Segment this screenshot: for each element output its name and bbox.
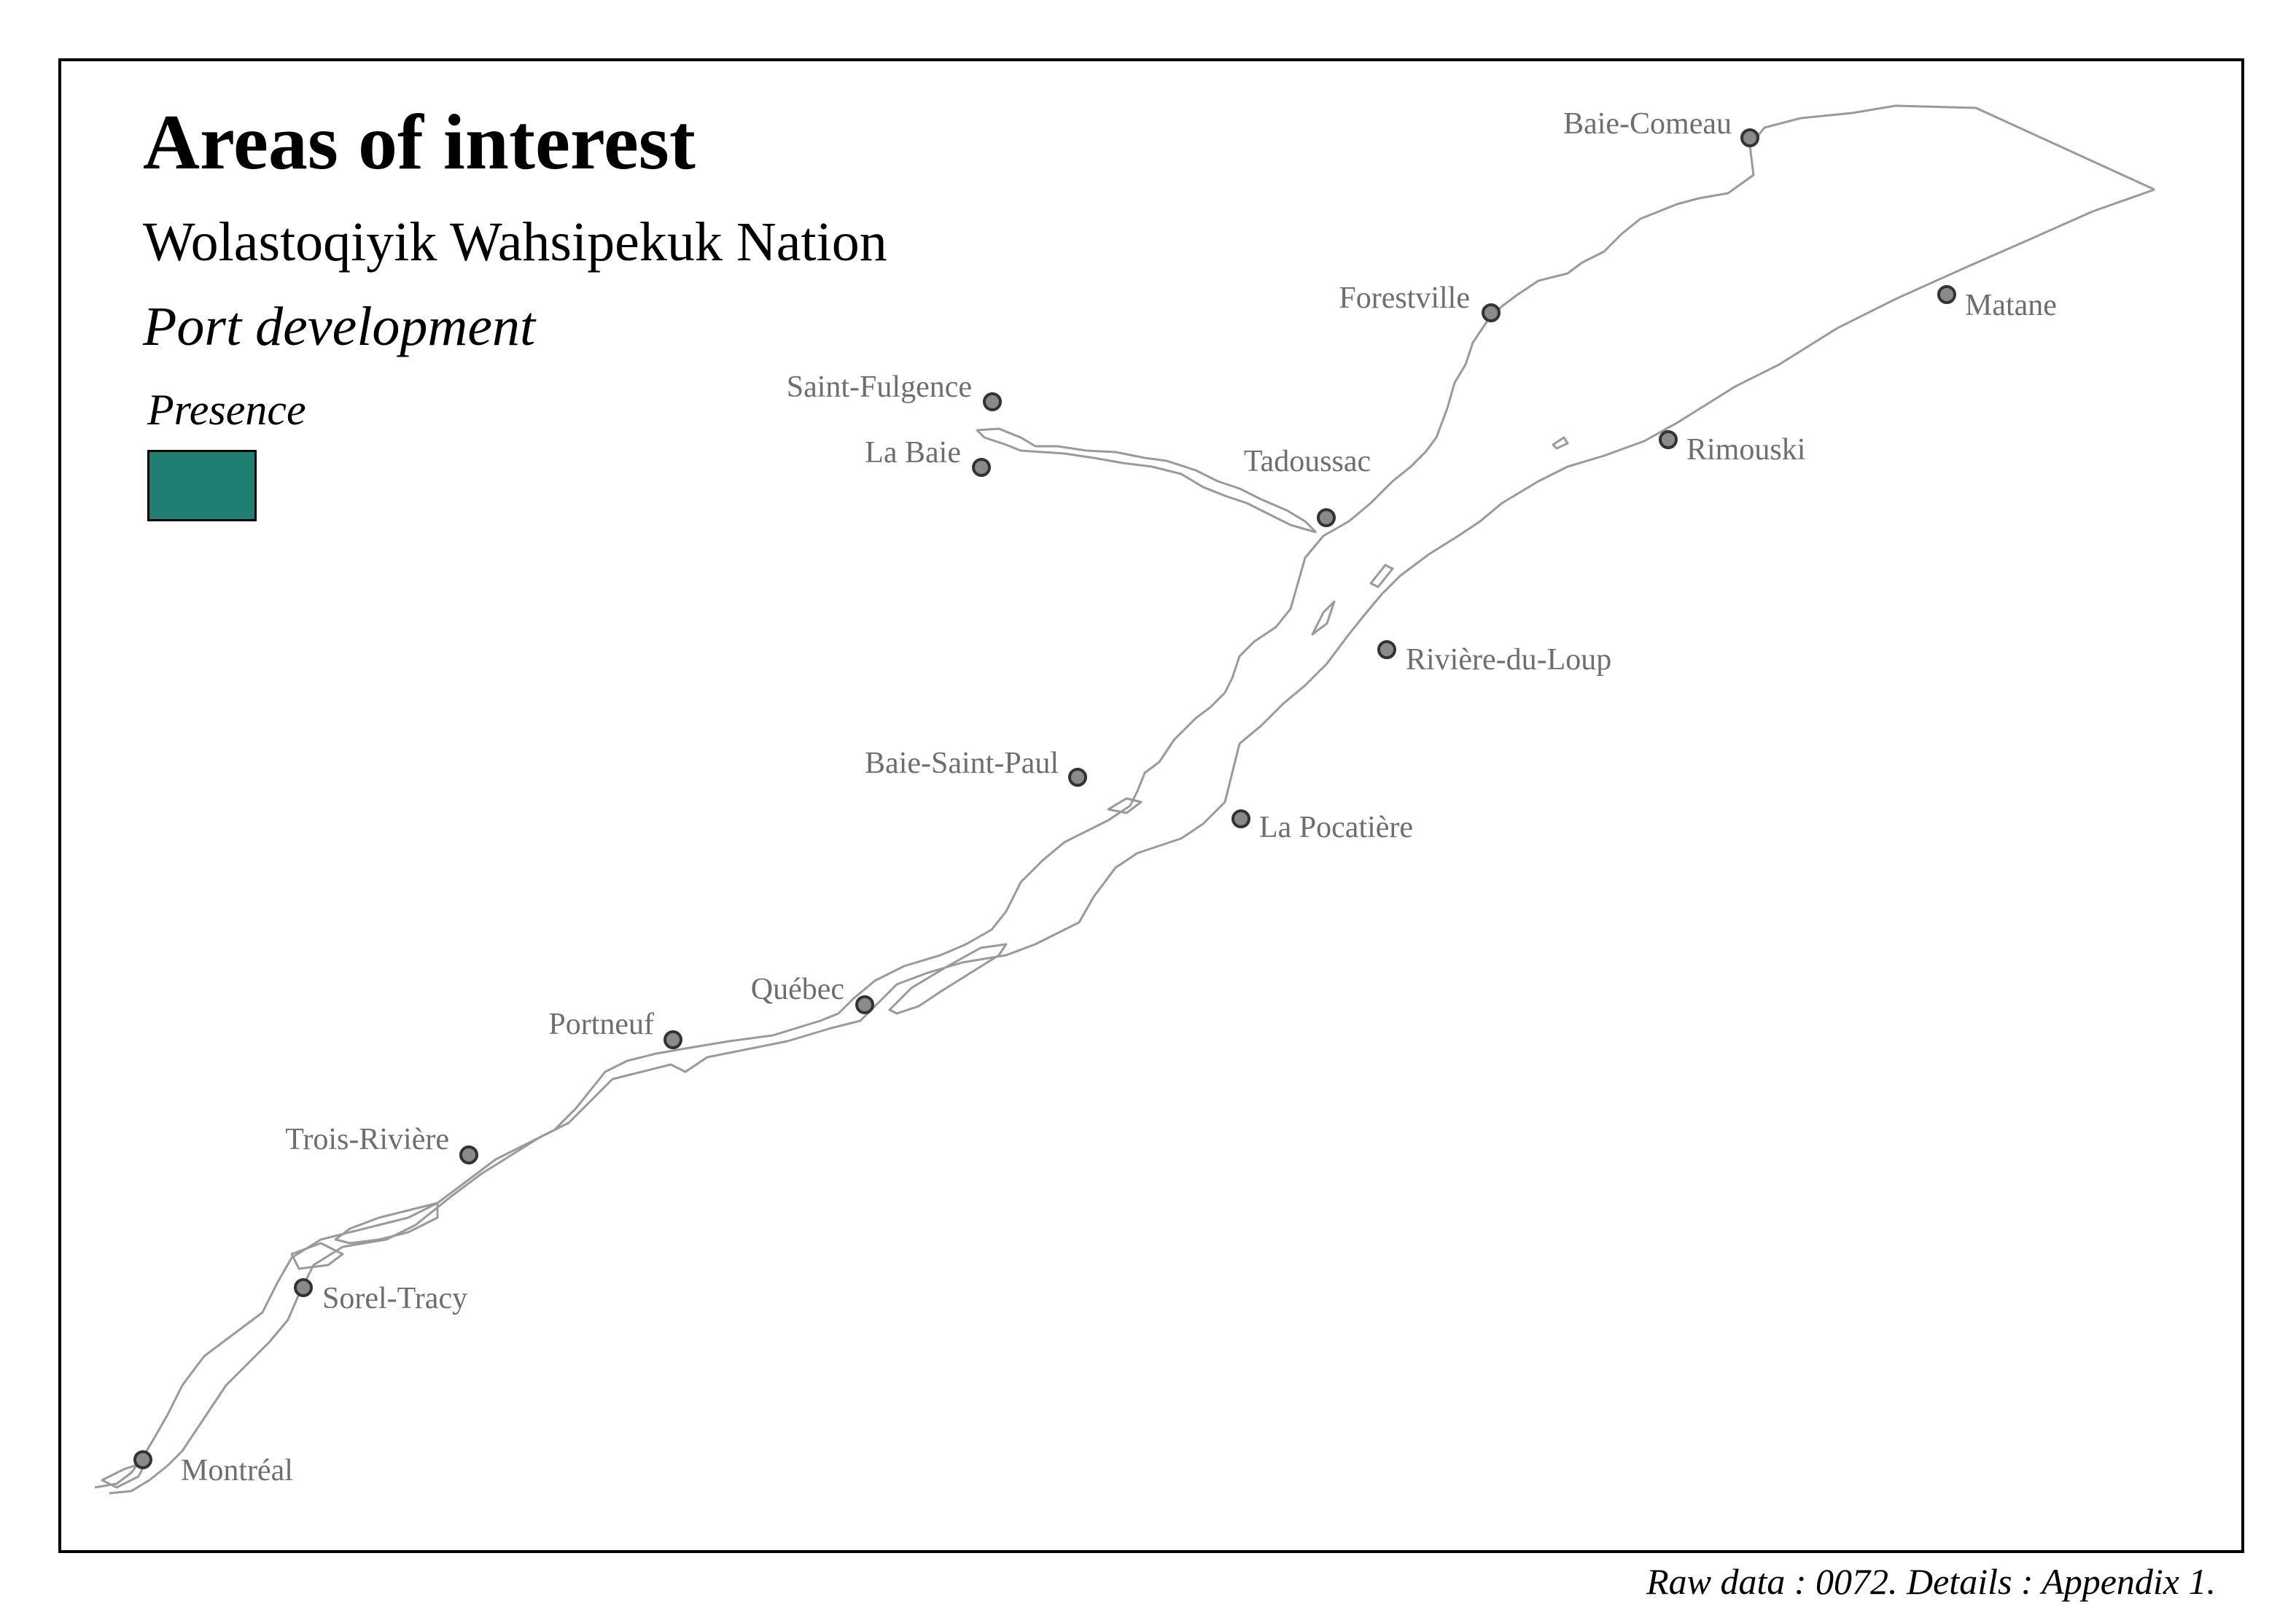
city-label: Baie-Saint-Paul — [865, 747, 1059, 780]
city-marker — [133, 1450, 152, 1469]
city-matane[interactable]: Matane — [1937, 285, 2057, 322]
city-baie-saint-paul[interactable]: Baie-Saint-Paul — [865, 747, 1087, 787]
legend-title: Presence — [147, 386, 306, 434]
island-estuary-1 — [1311, 600, 1336, 636]
city-la-pocatiere[interactable]: La Pocatière — [1231, 809, 1413, 844]
river-outline — [94, 104, 2155, 1495]
island-estuary-2 — [1369, 564, 1394, 588]
city-marker — [459, 1145, 478, 1164]
city-saint-fulgence[interactable]: Saint-Fulgence — [787, 370, 1002, 411]
city-label: La Baie — [865, 436, 961, 470]
city-tadoussac[interactable]: Tadoussac — [1244, 445, 1371, 527]
city-marker — [1937, 285, 1956, 304]
city-marker — [1377, 640, 1396, 659]
city-marker — [1482, 303, 1501, 322]
city-label: Matane — [1965, 289, 2057, 322]
city-quebec[interactable]: Québec — [751, 973, 874, 1014]
island-montreal — [101, 1460, 147, 1489]
city-baie-comeau[interactable]: Baie-Comeau — [1563, 107, 1759, 147]
city-label: Montréal — [181, 1454, 293, 1487]
saguenay-fjord — [976, 427, 1318, 534]
legend-presence-swatch — [147, 450, 257, 521]
lac-saint-pierre — [334, 1202, 439, 1245]
city-marker — [1740, 128, 1759, 147]
city-label: La Pocatière — [1259, 811, 1413, 844]
city-marker — [855, 995, 874, 1014]
map-title: Areas of interest — [143, 99, 696, 186]
city-marker — [1317, 508, 1336, 527]
city-label: Portneuf — [548, 1008, 654, 1041]
island-sorel — [290, 1242, 344, 1270]
ile-orleans — [888, 943, 1008, 1015]
city-label: Québec — [751, 973, 844, 1006]
city-label: Trois-Rivière — [285, 1123, 449, 1156]
city-label: Rivière-du-Loup — [1406, 643, 1611, 677]
city-marker — [972, 458, 991, 477]
city-trois-riviere[interactable]: Trois-Rivière — [285, 1123, 478, 1164]
city-rimouski[interactable]: Rimouski — [1659, 430, 1805, 467]
city-riviere-du-loup[interactable]: Rivière-du-Loup — [1377, 640, 1611, 677]
map-theme: Port development — [143, 296, 536, 357]
island-coudres — [1107, 797, 1143, 814]
city-sorel-tracy[interactable]: Sorel-Tracy — [294, 1278, 467, 1315]
city-la-baie[interactable]: La Baie — [865, 436, 991, 477]
city-label: Saint-Fulgence — [787, 370, 972, 404]
city-layer: Baie-Comeau Forestville Matane Saint-Ful… — [133, 107, 2057, 1487]
north-shore — [94, 104, 2155, 1489]
city-marker — [1231, 809, 1250, 828]
city-marker — [983, 392, 1002, 411]
city-label: Forestville — [1339, 281, 1470, 315]
city-label: Rimouski — [1686, 433, 1805, 467]
city-portneuf[interactable]: Portneuf — [548, 1008, 682, 1049]
south-shore — [109, 188, 2155, 1495]
city-label: Sorel-Tracy — [322, 1282, 467, 1315]
source-note: Raw data : 0072. Details : Appendix 1. — [1646, 1561, 2216, 1602]
city-marker — [663, 1030, 682, 1049]
island-estuary-3 — [1552, 436, 1569, 450]
city-label: Tadoussac — [1244, 445, 1371, 478]
city-montreal[interactable]: Montréal — [133, 1450, 293, 1487]
city-forestville[interactable]: Forestville — [1339, 281, 1501, 322]
city-marker — [294, 1278, 313, 1297]
city-marker — [1068, 768, 1087, 787]
map-subtitle: Wolastoqiyik Wahsipekuk Nation — [143, 211, 887, 273]
city-label: Baie-Comeau — [1563, 107, 1732, 141]
map-frame — [58, 58, 2244, 1553]
city-marker — [1659, 430, 1678, 449]
